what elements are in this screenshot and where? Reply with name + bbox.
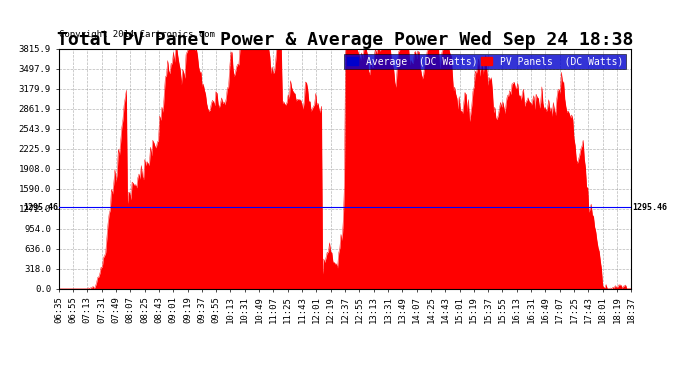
Text: 1295.46: 1295.46: [23, 203, 58, 212]
Text: 1295.46: 1295.46: [632, 203, 667, 212]
Legend: Average  (DC Watts), PV Panels  (DC Watts): Average (DC Watts), PV Panels (DC Watts): [344, 54, 627, 69]
Text: Copyright 2014 Cartronics.com: Copyright 2014 Cartronics.com: [59, 30, 215, 39]
Title: Total PV Panel Power & Average Power Wed Sep 24 18:38: Total PV Panel Power & Average Power Wed…: [57, 31, 633, 49]
